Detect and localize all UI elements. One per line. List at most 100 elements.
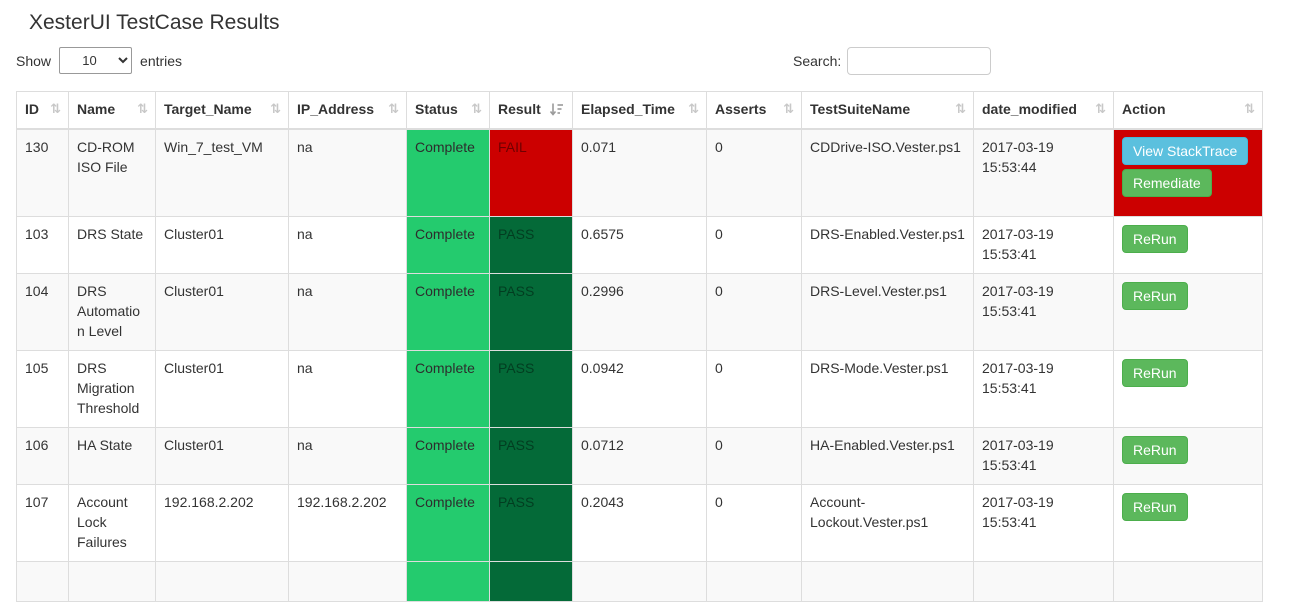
rerun-button[interactable]: ReRun	[1122, 282, 1188, 311]
cell-elapsed-time: 0.2043	[572, 484, 707, 563]
cell-testsuitename: DRS-Enabled.Vester.ps1	[801, 216, 974, 275]
table-row: 130 CD-ROM ISO File Win_7_test_VM na Complet…	[16, 128, 1263, 218]
action-cell: View StackTrace Remediate	[1113, 128, 1263, 218]
result-cell: PASS	[489, 216, 573, 275]
result-cell: PASS	[489, 427, 573, 486]
cell-asserts: 0	[706, 427, 802, 486]
status-cell: Complete	[406, 350, 490, 429]
cell-ip-address: na	[288, 427, 407, 486]
status-cell	[406, 561, 490, 602]
rerun-button[interactable]: ReRun	[1122, 359, 1188, 388]
result-cell	[489, 561, 573, 602]
column-label: date_modified	[982, 101, 1077, 117]
rerun-button[interactable]: ReRun	[1122, 493, 1188, 522]
result-cell: FAIL	[489, 128, 573, 218]
sort-both-icon: ⇅	[471, 101, 482, 116]
remediate-button[interactable]: Remediate	[1122, 168, 1212, 197]
cell-ip-address: na	[288, 216, 407, 275]
cell	[706, 561, 802, 602]
view-stacktrace-button[interactable]: View StackTrace	[1122, 136, 1249, 165]
status-cell: Complete	[406, 128, 490, 218]
column-label: ID	[25, 101, 39, 117]
table-row-partial	[16, 561, 1263, 602]
cell	[801, 561, 974, 602]
table-row: 105 DRS Migration Threshold Cluster01 na Com…	[16, 350, 1263, 429]
column-header-target-name[interactable]: ⇅ Target_Name	[155, 90, 289, 130]
cell-id: 107	[16, 484, 69, 563]
sort-both-icon: ⇅	[783, 101, 794, 116]
action-cell: ReRun	[1113, 350, 1263, 429]
cell-date-modified: 2017-03-19 15:53:41	[973, 427, 1114, 486]
column-header-date-modified[interactable]: ⇅ date_modified	[973, 90, 1114, 130]
cell-name: CD-ROM ISO File	[68, 128, 156, 218]
column-label: Target_Name	[164, 101, 252, 117]
column-label: Action	[1122, 101, 1166, 117]
column-label: Status	[415, 101, 458, 117]
column-label: TestSuiteName	[810, 101, 911, 117]
cell-date-modified: 2017-03-19 15:53:41	[973, 350, 1114, 429]
show-label: Show	[16, 52, 52, 69]
column-header-result[interactable]: Result	[489, 90, 573, 130]
cell-ip-address: na	[288, 128, 407, 218]
table-row: 106 HA State Cluster01 na Complete PASS 0.0712…	[16, 427, 1263, 486]
rerun-button[interactable]: ReRun	[1122, 225, 1188, 254]
cell-elapsed-time: 0.071	[572, 128, 707, 218]
column-header-asserts[interactable]: ⇅ Asserts	[706, 90, 802, 130]
column-header-id[interactable]: ⇅ ID	[16, 90, 69, 130]
column-label: Result	[498, 101, 541, 117]
sort-both-icon: ⇅	[1095, 101, 1106, 116]
cell-elapsed-time: 0.6575	[572, 216, 707, 275]
cell-elapsed-time: 0.2996	[572, 273, 707, 352]
cell-name: DRS Automation Level	[68, 273, 156, 352]
action-cell: ReRun	[1113, 216, 1263, 275]
column-header-status[interactable]: ⇅ Status	[406, 90, 490, 130]
cell-asserts: 0	[706, 350, 802, 429]
cell	[288, 561, 407, 602]
cell-id: 105	[16, 350, 69, 429]
cell-date-modified: 2017-03-19 15:53:44	[973, 128, 1114, 218]
sort-both-icon: ⇅	[688, 101, 699, 116]
result-cell: PASS	[489, 484, 573, 563]
column-header-action[interactable]: ⇅ Action	[1113, 90, 1263, 130]
cell	[68, 561, 156, 602]
sort-both-icon: ⇅	[1244, 101, 1255, 116]
cell-ip-address: na	[288, 273, 407, 352]
rerun-button[interactable]: ReRun	[1122, 436, 1188, 465]
search-label: Search:	[793, 53, 842, 69]
column-header-testsuitename[interactable]: ⇅ TestSuiteName	[801, 90, 974, 130]
cell-name: DRS State	[68, 216, 156, 275]
cell-testsuitename: DRS-Level.Vester.ps1	[801, 273, 974, 352]
cell-asserts: 0	[706, 216, 802, 275]
cell-testsuitename: HA-Enabled.Vester.ps1	[801, 427, 974, 486]
sort-both-icon: ⇅	[137, 101, 148, 116]
cell-ip-address: na	[288, 350, 407, 429]
search-control: Search:	[793, 47, 992, 75]
cell-name: HA State	[68, 427, 156, 486]
sort-both-icon: ⇅	[50, 101, 61, 116]
column-label: Asserts	[715, 101, 767, 117]
table-row: 104 DRS Automation Level Cluster01 na Comple…	[16, 273, 1263, 352]
entries-label: entries	[140, 52, 183, 69]
cell-date-modified: 2017-03-19 15:53:41	[973, 216, 1114, 275]
cell-id: 104	[16, 273, 69, 352]
action-cell: ReRun	[1113, 484, 1263, 563]
table-header: ⇅ ID ⇅ Name ⇅ Target_Name ⇅ IP_Address ⇅ Status Re…	[16, 90, 1263, 130]
cell-asserts: 0	[706, 128, 802, 218]
page-length-select[interactable]: 10	[59, 47, 133, 74]
cell-testsuitename: Account-Lockout.Vester.ps1	[801, 484, 974, 563]
table-row: 107 Account Lock Failures 192.168.2.202 192…	[16, 484, 1263, 563]
cell-asserts: 0	[706, 273, 802, 352]
sort-both-icon: ⇅	[955, 101, 966, 116]
column-header-ip-address[interactable]: ⇅ IP_Address	[288, 90, 407, 130]
cell-ip-address: 192.168.2.202	[288, 484, 407, 563]
status-cell: Complete	[406, 273, 490, 352]
status-cell: Complete	[406, 427, 490, 486]
column-header-name[interactable]: ⇅ Name	[68, 90, 156, 130]
search-input[interactable]	[847, 47, 992, 75]
cell	[155, 561, 289, 602]
cell-id: 130	[16, 128, 69, 218]
testcase-results-table: ⇅ ID ⇅ Name ⇅ Target_Name ⇅ IP_Address ⇅ Status Re…	[16, 90, 1263, 602]
sort-amount-desc-icon	[549, 103, 563, 116]
cell-target-name: Win_7_test_VM	[155, 128, 289, 218]
column-header-elapsed-time[interactable]: ⇅ Elapsed_Time	[572, 90, 707, 130]
